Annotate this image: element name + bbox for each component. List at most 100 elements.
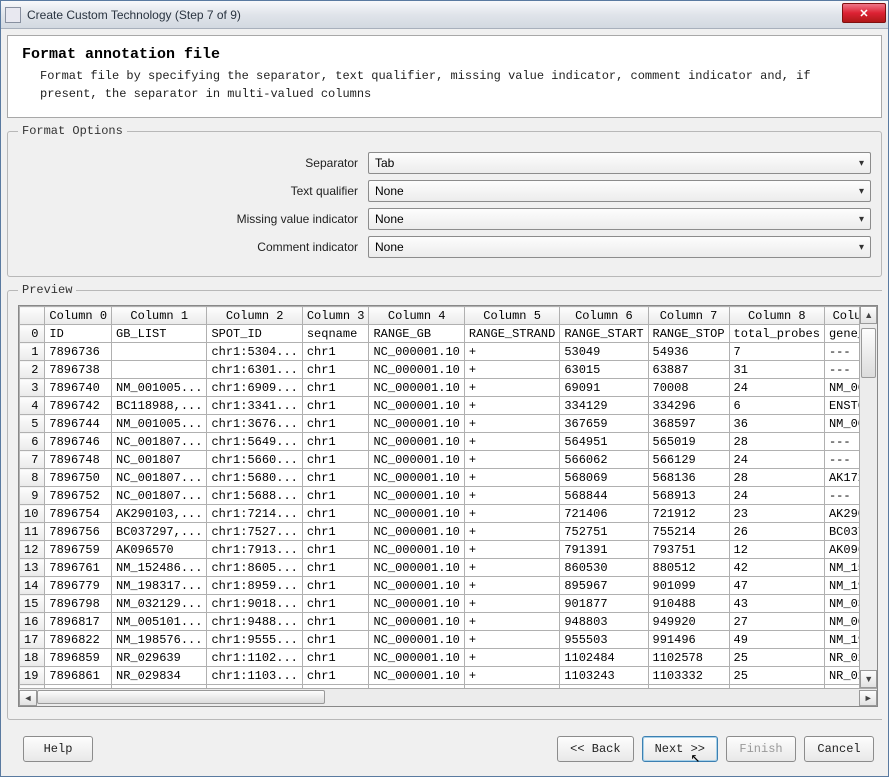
cell: NM_152486... bbox=[112, 559, 207, 577]
column-header[interactable]: Column 7 bbox=[648, 307, 729, 325]
table-row[interactable]: 37896740NM_001005...chr1:6909...chr1NC_0… bbox=[20, 379, 877, 397]
table-row[interactable]: 137896761NM_152486...chr1:8605...chr1NC_… bbox=[20, 559, 877, 577]
cell: 7896746 bbox=[45, 433, 112, 451]
row-header: 2 bbox=[20, 361, 45, 379]
comment-indicator-select[interactable]: None bbox=[368, 236, 871, 258]
cell: 948803 bbox=[560, 613, 648, 631]
preview-legend: Preview bbox=[18, 283, 76, 297]
table-row[interactable]: 147896779NM_198317...chr1:8959...chr1NC_… bbox=[20, 577, 877, 595]
row-header: 5 bbox=[20, 415, 45, 433]
cell: NM_005101... bbox=[112, 613, 207, 631]
cell: chr1 bbox=[302, 379, 369, 397]
missing-value-select[interactable]: None bbox=[368, 208, 871, 230]
cell: 1103332 bbox=[648, 667, 729, 685]
table-row[interactable]: 167896817NM_005101...chr1:9488...chr1NC_… bbox=[20, 613, 877, 631]
cell: NM_032129... bbox=[112, 595, 207, 613]
row-header: 10 bbox=[20, 505, 45, 523]
cell: 7896740 bbox=[45, 379, 112, 397]
cell: 565019 bbox=[648, 433, 729, 451]
scroll-down-icon[interactable]: ▼ bbox=[860, 670, 877, 688]
table-row[interactable]: 177896822NM_198576...chr1:9555...chr1NC_… bbox=[20, 631, 877, 649]
cell: NM_001005... bbox=[112, 379, 207, 397]
vertical-scrollbar[interactable]: ▲ ▼ bbox=[859, 306, 877, 688]
table-row[interactable]: 127896759AK096570chr1:7913...chr1NC_0000… bbox=[20, 541, 877, 559]
scroll-up-icon[interactable]: ▲ bbox=[860, 306, 877, 324]
table-row[interactable]: 157896798NM_032129...chr1:9018...chr1NC_… bbox=[20, 595, 877, 613]
preview-table: Column 0Column 1Column 2Column 3Column 4… bbox=[19, 306, 877, 688]
preview-group: Preview Column 0Column 1Column 2Column 3… bbox=[7, 283, 882, 720]
cell: 7896859 bbox=[45, 649, 112, 667]
column-header[interactable]: Column 1 bbox=[112, 307, 207, 325]
dialog-window: Create Custom Technology (Step 7 of 9) ✕… bbox=[0, 0, 889, 777]
cell: + bbox=[464, 595, 559, 613]
cell: 1102484 bbox=[560, 649, 648, 667]
separator-select[interactable]: Tab bbox=[368, 152, 871, 174]
table-row[interactable]: 57896744NM_001005...chr1:3676...chr1NC_0… bbox=[20, 415, 877, 433]
cancel-button[interactable]: Cancel bbox=[804, 736, 874, 762]
cell: chr1 bbox=[302, 487, 369, 505]
next-button-label: Next >> bbox=[655, 742, 705, 756]
cell: + bbox=[464, 523, 559, 541]
table-row[interactable]: 107896754AK290103,...chr1:7214...chr1NC_… bbox=[20, 505, 877, 523]
column-header[interactable]: Column 0 bbox=[45, 307, 112, 325]
cell: 43 bbox=[729, 595, 824, 613]
cell: NC_000001.10 bbox=[369, 487, 464, 505]
table-row[interactable]: 0IDGB_LISTSPOT_IDseqnameRANGE_GBRANGE_ST… bbox=[20, 325, 877, 343]
scroll-right-icon[interactable]: ► bbox=[859, 690, 877, 706]
next-button[interactable]: Next >> ↖ bbox=[642, 736, 718, 762]
table-row[interactable]: 187896859NR_029639chr1:1102...chr1NC_000… bbox=[20, 649, 877, 667]
missing-value-value: None bbox=[375, 212, 404, 226]
cell: 7896736 bbox=[45, 343, 112, 361]
column-header[interactable]: Column 3 bbox=[302, 307, 369, 325]
cell bbox=[112, 343, 207, 361]
table-row[interactable]: 17896736chr1:5304...chr1NC_000001.10+530… bbox=[20, 343, 877, 361]
help-button[interactable]: Help bbox=[23, 736, 93, 762]
table-row[interactable]: 87896750NC_001807...chr1:5680...chr1NC_0… bbox=[20, 469, 877, 487]
table-row[interactable]: 97896752NC_001807...chr1:5688...chr1NC_0… bbox=[20, 487, 877, 505]
cell: 47 bbox=[729, 577, 824, 595]
missing-value-row: Missing value indicator None bbox=[18, 208, 871, 230]
column-header[interactable]: Column 8 bbox=[729, 307, 824, 325]
table-scroll[interactable]: Column 0Column 1Column 2Column 3Column 4… bbox=[19, 306, 877, 688]
column-header[interactable]: Column 5 bbox=[464, 307, 559, 325]
row-header: 11 bbox=[20, 523, 45, 541]
table-row[interactable]: 47896742BC118988,...chr1:3341...chr1NC_0… bbox=[20, 397, 877, 415]
text-qualifier-select[interactable]: None bbox=[368, 180, 871, 202]
cell: 910488 bbox=[648, 595, 729, 613]
scroll-left-icon[interactable]: ◄ bbox=[19, 690, 37, 706]
column-header[interactable]: Column 4 bbox=[369, 307, 464, 325]
row-header: 19 bbox=[20, 667, 45, 685]
row-header: 13 bbox=[20, 559, 45, 577]
vscroll-thumb[interactable] bbox=[861, 328, 876, 378]
cell: 7896798 bbox=[45, 595, 112, 613]
back-button[interactable]: << Back bbox=[557, 736, 633, 762]
vscroll-track[interactable] bbox=[860, 324, 877, 670]
cell: 7896861 bbox=[45, 667, 112, 685]
cell: RANGE_STRAND bbox=[464, 325, 559, 343]
hscroll-track[interactable] bbox=[37, 690, 859, 706]
hscroll-thumb[interactable] bbox=[37, 690, 325, 704]
table-row[interactable]: 197896861NR_029834chr1:1103...chr1NC_000… bbox=[20, 667, 877, 685]
column-header[interactable]: Column 2 bbox=[207, 307, 302, 325]
cell: chr1:8605... bbox=[207, 559, 302, 577]
table-row[interactable]: 77896748NC_001807chr1:5660...chr1NC_0000… bbox=[20, 451, 877, 469]
cell: 860530 bbox=[560, 559, 648, 577]
table-row[interactable]: 27896738chr1:6301...chr1NC_000001.10+630… bbox=[20, 361, 877, 379]
cell: 7896748 bbox=[45, 451, 112, 469]
table-row[interactable]: 67896746NC_001807...chr1:5649...chr1NC_0… bbox=[20, 433, 877, 451]
close-button[interactable]: ✕ bbox=[842, 3, 886, 23]
finish-button-label: Finish bbox=[739, 742, 782, 756]
horizontal-scrollbar[interactable]: ◄ ► bbox=[19, 688, 877, 706]
cell: + bbox=[464, 487, 559, 505]
column-header[interactable]: Column 6 bbox=[560, 307, 648, 325]
cell: 949920 bbox=[648, 613, 729, 631]
cell: 69091 bbox=[560, 379, 648, 397]
table-row[interactable]: 117896756BC037297,...chr1:7527...chr1NC_… bbox=[20, 523, 877, 541]
cell: 31 bbox=[729, 361, 824, 379]
titlebar: Create Custom Technology (Step 7 of 9) ✕ bbox=[1, 1, 888, 29]
cell: chr1 bbox=[302, 649, 369, 667]
cell: NC_000001.10 bbox=[369, 613, 464, 631]
cell: 24 bbox=[729, 451, 824, 469]
cell: 334129 bbox=[560, 397, 648, 415]
cell: NC_001807... bbox=[112, 433, 207, 451]
